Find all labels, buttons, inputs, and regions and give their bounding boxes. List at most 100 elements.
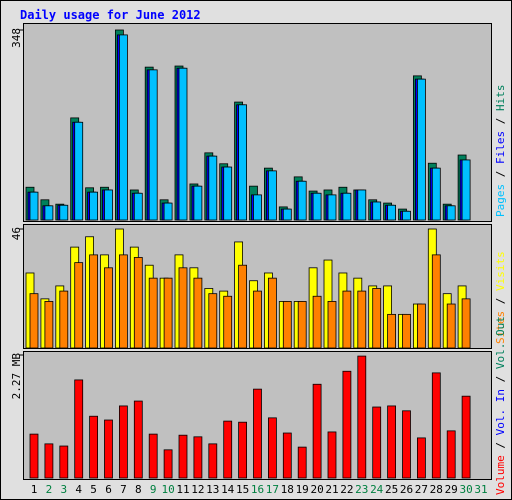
legend-separator: / (494, 435, 507, 455)
bar (446, 430, 456, 479)
bar (312, 295, 322, 349)
bar (238, 264, 248, 349)
x-tick-label: 29 (445, 483, 458, 496)
legend-entry: Hits (494, 85, 507, 112)
bar (446, 205, 456, 221)
bar (148, 277, 158, 349)
bar (372, 201, 382, 221)
x-tick-label: 14 (221, 483, 235, 496)
bar (74, 121, 84, 221)
legend-entry: Vol. In (494, 389, 507, 435)
bar (327, 301, 337, 349)
bar (297, 301, 307, 349)
bar (387, 204, 397, 221)
bar (133, 192, 143, 221)
bar (402, 410, 411, 479)
bar (312, 192, 322, 221)
x-tick-label: 17 (266, 483, 279, 496)
bar (431, 254, 441, 349)
bar (416, 303, 426, 349)
x-tick-label: 28 (430, 483, 443, 496)
legend-entry: Vol. Out (494, 316, 507, 369)
x-tick-label: 24 (370, 483, 384, 496)
bar (402, 313, 411, 349)
bar (29, 293, 39, 349)
bar (133, 257, 143, 349)
bar (74, 379, 84, 479)
x-tick-label: 3 (60, 483, 67, 496)
y-tick-label: 2.27 MB (10, 353, 23, 400)
legend-entry: Files (494, 131, 507, 164)
legend-separator: / (494, 291, 507, 311)
bar (342, 192, 352, 221)
x-tick-label: 1 (31, 483, 38, 496)
bar (208, 293, 218, 349)
bar (327, 431, 337, 479)
bar (178, 267, 188, 349)
x-tick-label: 25 (385, 483, 398, 496)
bar (74, 262, 84, 349)
bar (193, 436, 203, 479)
x-tick-label: 15 (236, 483, 249, 496)
x-tick-label: 9 (150, 483, 157, 496)
bar (461, 298, 471, 349)
bar (163, 202, 173, 221)
bar (297, 446, 307, 479)
x-tick-label: 20 (310, 483, 323, 496)
bar (89, 254, 98, 349)
x-tick-label: 23 (355, 483, 368, 496)
x-tick-label: 22 (340, 483, 353, 496)
bar (297, 180, 307, 221)
x-tick-label: 8 (135, 483, 142, 496)
x-tick-label: 11 (176, 483, 189, 496)
bar (282, 208, 292, 221)
bar (208, 443, 218, 479)
legend: Volume / Vol. In / Vol. Out (494, 316, 507, 495)
x-tick-label: 7 (120, 483, 127, 496)
bar (193, 185, 203, 221)
bar (387, 405, 397, 479)
legend-separator: / (494, 164, 507, 184)
x-tick-label: 13 (206, 483, 219, 496)
bar (44, 443, 54, 479)
bar (223, 295, 233, 349)
bar (402, 210, 411, 221)
bar (163, 277, 173, 349)
bar (44, 205, 54, 221)
bar (238, 421, 248, 479)
x-tick-label: 2 (46, 483, 53, 496)
bar (223, 420, 233, 479)
bar (148, 433, 158, 479)
x-tick-label: 18 (281, 483, 294, 496)
bar (238, 104, 248, 221)
x-tick-label: 19 (296, 483, 309, 496)
bar (208, 155, 218, 221)
x-tick-label: 26 (400, 483, 413, 496)
x-tick-label: 31 (474, 483, 487, 496)
x-tick-label: 10 (161, 483, 174, 496)
bar (89, 415, 98, 479)
bar (178, 434, 188, 479)
bar (327, 194, 337, 221)
bar (59, 290, 69, 349)
bar (104, 419, 113, 479)
y-tick-label: 46 (10, 227, 23, 240)
bar (267, 277, 277, 349)
bar (104, 189, 113, 221)
legend: Sites / Visits (494, 251, 507, 344)
bar (431, 372, 441, 479)
bar (342, 290, 352, 349)
bar (193, 277, 203, 349)
legend: Pages / Files / Hits (494, 85, 507, 218)
bar (387, 313, 397, 349)
chart-title: Daily usage for June 2012 (20, 8, 201, 22)
bar (178, 67, 188, 221)
bar (44, 301, 54, 349)
bar (357, 290, 367, 349)
bar (253, 290, 262, 349)
bar (148, 69, 158, 221)
bar (357, 189, 367, 221)
legend-entry: Visits (494, 251, 507, 291)
bar (342, 370, 352, 479)
